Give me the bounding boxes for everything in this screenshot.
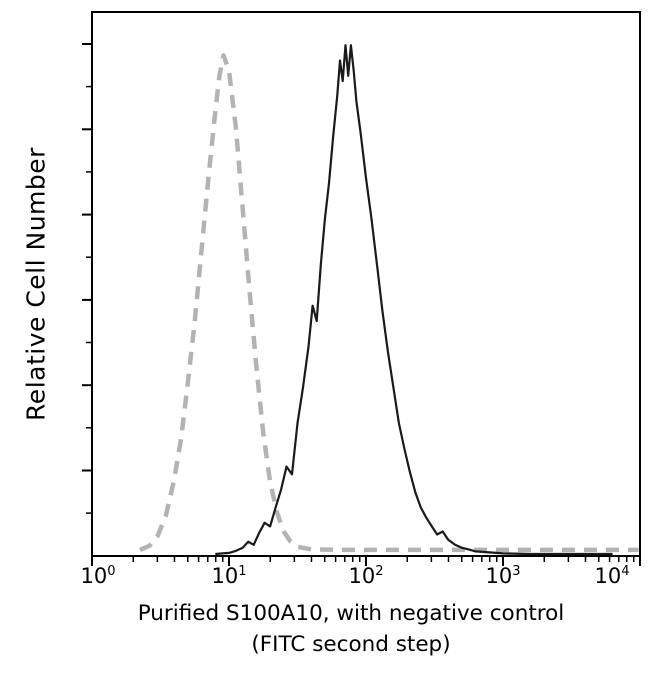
x-tick-label-10e3: 103 [485, 564, 521, 588]
curve-sample [215, 44, 613, 556]
x-tick-label-10e0: 100 [80, 564, 116, 588]
x-tick-label-10e4: 104 [594, 564, 630, 588]
x-axis-caption-line1: Purified S100A10, with negative control [137, 601, 565, 626]
y-axis-label: Relative Cell Number [21, 147, 51, 421]
x-axis-caption-line2: (FITC second step) [251, 632, 451, 657]
curve-negative-control [139, 53, 639, 553]
x-tick-label-10e2: 102 [348, 564, 384, 588]
x-tick-label-10e1: 101 [211, 564, 247, 588]
plot-frame [91, 11, 641, 557]
